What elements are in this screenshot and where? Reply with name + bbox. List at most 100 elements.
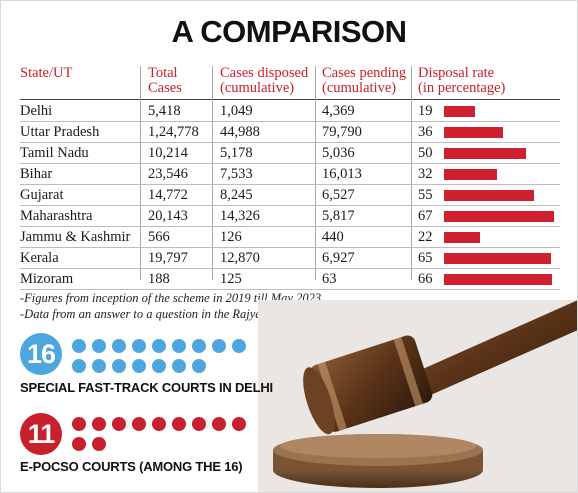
court-dot <box>192 417 206 431</box>
cases-pending-cell: 5,817 <box>322 208 355 224</box>
disposal-rate-cell: 36 <box>418 124 433 140</box>
cases-pending-cell: 16,013 <box>322 166 362 182</box>
disposal-rate-bar <box>444 274 552 285</box>
total-cases-cell: 14,772 <box>148 187 188 203</box>
court-dot <box>112 359 126 373</box>
cases-pending-cell: 440 <box>322 229 344 245</box>
cases-disposed-cell: 14,326 <box>220 208 260 224</box>
table-row: Kerala 19,797 12,870 6,927 65 <box>20 248 560 269</box>
disposal-rate-cell: 55 <box>418 187 433 203</box>
disposal-rate-cell: 19 <box>418 103 433 119</box>
gavel-icon <box>258 300 578 493</box>
table-row: Uttar Pradesh 1,24,778 44,988 79,790 36 <box>20 122 560 143</box>
header-cases-pending: Cases pending (cumulative) <box>322 65 407 96</box>
table-row: Jammu & Kashmir 566 126 440 22 <box>20 227 560 248</box>
disposal-rate-bar <box>444 232 480 243</box>
table-row: Mizoram 188 125 63 66 <box>20 269 560 290</box>
court-dot <box>172 417 186 431</box>
cases-pending-cell: 6,927 <box>322 250 355 266</box>
cases-pending-cell: 79,790 <box>322 124 362 140</box>
table-row: Tamil Nadu 10,214 5,178 5,036 50 <box>20 143 560 164</box>
court-dot <box>112 339 126 353</box>
court-dot <box>92 359 106 373</box>
court-dot <box>132 417 146 431</box>
court-dot <box>112 417 126 431</box>
court-dot <box>92 437 106 451</box>
cases-disposed-cell: 5,178 <box>220 145 253 161</box>
cases-disposed-cell: 1,049 <box>220 103 253 119</box>
fast-track-caption: SPECIAL FAST-TRACK COURTS IN DELHI <box>20 380 273 395</box>
disposal-rate-cell: 32 <box>418 166 433 182</box>
total-cases-cell: 1,24,778 <box>148 124 199 140</box>
total-cases-cell: 10,214 <box>148 145 188 161</box>
court-dot <box>152 339 166 353</box>
disposal-rate-bar <box>444 211 554 222</box>
header-disposal-rate: Disposal rate (in percentage) <box>418 65 506 96</box>
cases-disposed-cell: 7,533 <box>220 166 253 182</box>
column-divider <box>315 66 316 280</box>
cases-pending-cell: 63 <box>322 271 337 287</box>
state-cell: Kerala <box>20 250 59 266</box>
state-cell: Delhi <box>20 103 53 119</box>
page-title: A COMPARISON <box>171 14 407 49</box>
disposal-rate-cell: 50 <box>418 145 433 161</box>
court-dot <box>152 359 166 373</box>
table-row: Bihar 23,546 7,533 16,013 32 <box>20 164 560 185</box>
header-cases-disposed: Cases disposed (cumulative) <box>220 65 309 96</box>
court-dot <box>192 339 206 353</box>
total-cases-cell: 20,143 <box>148 208 188 224</box>
column-divider <box>140 66 141 280</box>
epocso-count-badge: 11 <box>20 413 62 455</box>
state-cell: Tamil Nadu <box>20 145 89 161</box>
court-dot <box>232 417 246 431</box>
header-rule <box>20 99 560 100</box>
court-dot <box>72 417 86 431</box>
table-row: Gujarat 14,772 8,245 6,527 55 <box>20 185 560 206</box>
cases-pending-cell: 5,036 <box>322 145 355 161</box>
court-dot <box>212 339 226 353</box>
column-divider <box>411 66 412 280</box>
court-dot <box>232 339 246 353</box>
cases-disposed-cell: 8,245 <box>220 187 253 203</box>
court-dot <box>172 359 186 373</box>
cases-disposed-cell: 44,988 <box>220 124 260 140</box>
total-cases-cell: 23,546 <box>148 166 188 182</box>
disposal-rate-bar <box>444 148 526 159</box>
state-cell: Bihar <box>20 166 53 182</box>
court-dot <box>92 339 106 353</box>
court-dot <box>192 359 206 373</box>
court-dot <box>132 359 146 373</box>
header-total-cases: Total Cases <box>148 65 182 96</box>
disposal-rate-bar <box>444 169 497 180</box>
court-dot <box>212 417 226 431</box>
total-cases-cell: 566 <box>148 229 170 245</box>
cases-disposed-cell: 125 <box>220 271 242 287</box>
cases-disposed-cell: 126 <box>220 229 242 245</box>
court-dot <box>72 339 86 353</box>
court-dot <box>172 339 186 353</box>
header-state: State/UT <box>20 65 73 81</box>
cases-pending-cell: 4,369 <box>322 103 355 119</box>
state-cell: Uttar Pradesh <box>20 124 100 140</box>
fast-track-count-badge: 16 <box>20 333 62 375</box>
disposal-rate-bar <box>444 253 551 264</box>
disposal-rate-cell: 66 <box>418 271 433 287</box>
disposal-rate-cell: 22 <box>418 229 433 245</box>
column-divider <box>212 66 213 280</box>
cases-pending-cell: 6,527 <box>322 187 355 203</box>
footnote: -Figures from inception of the scheme in… <box>20 291 322 305</box>
court-dot <box>152 417 166 431</box>
table-row: Maharashtra 20,143 14,326 5,817 67 <box>20 206 560 227</box>
total-cases-cell: 19,797 <box>148 250 188 266</box>
court-dot <box>132 339 146 353</box>
epocso-caption: E-POCSO COURTS (AMONG THE 16) <box>20 459 243 474</box>
table-row: Delhi 5,418 1,049 4,369 19 <box>20 101 560 122</box>
court-dot <box>92 417 106 431</box>
state-cell: Jammu & Kashmir <box>20 229 131 245</box>
state-cell: Gujarat <box>20 187 64 203</box>
disposal-rate-cell: 67 <box>418 208 433 224</box>
state-cell: Maharashtra <box>20 208 93 224</box>
court-dot <box>72 359 86 373</box>
cases-disposed-cell: 12,870 <box>220 250 260 266</box>
state-cell: Mizoram <box>20 271 74 287</box>
